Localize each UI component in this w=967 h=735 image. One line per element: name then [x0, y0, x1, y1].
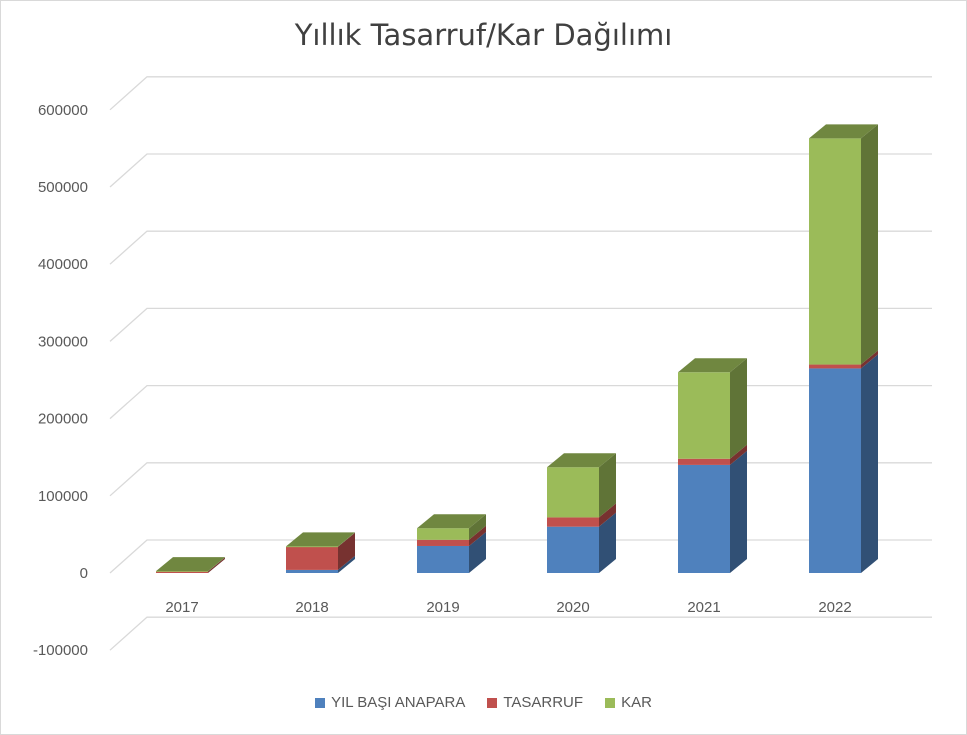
bar-top-2019 [417, 514, 486, 529]
bar-2019-0 [417, 545, 469, 573]
bar-2021-0 [678, 464, 730, 573]
x-tick-label: 2018 [295, 599, 328, 616]
y-tick-label: 600000 [38, 102, 88, 119]
bar-2020-1 [547, 517, 599, 527]
bar-side-2020-0 [599, 512, 616, 573]
bar-top-2017 [156, 557, 225, 572]
x-tick-label: 2017 [165, 599, 198, 616]
gridline [109, 462, 932, 497]
bar-2020-2 [547, 467, 599, 518]
bar-2022-1 [809, 364, 861, 369]
gridline [109, 384, 932, 420]
bar-side-2019-2 [469, 514, 486, 540]
bar-side-2021-1 [730, 444, 747, 465]
y-tick-label: 300000 [38, 333, 88, 350]
bar-side-2019-1 [469, 525, 486, 546]
gridline [109, 230, 932, 265]
bar-side-2022-2 [861, 124, 878, 365]
legend-swatch [605, 697, 616, 708]
legend-label: YIL BAŞI ANAPARA [331, 694, 466, 711]
bar-top-2018 [286, 532, 355, 547]
gridline [109, 76, 932, 111]
bar-top-2020 [547, 453, 616, 468]
bar-2017-2 [156, 571, 208, 572]
bar-top-2022 [809, 124, 878, 139]
legend-label: TASARRUF [503, 694, 584, 711]
x-tick-label: 2021 [687, 599, 720, 616]
bar-2018-1 [286, 546, 338, 570]
bar-side-2022-0 [861, 354, 878, 573]
bar-2019-2 [417, 528, 469, 540]
chart-legend: YIL BAŞI ANAPARA TASARRUF KAR [0, 694, 967, 711]
y-tick-label: 500000 [38, 179, 88, 196]
x-tick-label: 2019 [426, 599, 459, 616]
bar-2017-1 [156, 571, 208, 573]
legend-swatch [487, 697, 498, 708]
bar-side-2021-0 [730, 450, 747, 573]
bar-2019-1 [417, 539, 469, 546]
bar-side-2020-1 [599, 503, 616, 527]
y-tick-label: 400000 [38, 256, 88, 273]
bar-2018-2 [286, 546, 338, 548]
bar-2022-0 [809, 368, 861, 573]
x-tick-label: 2022 [818, 599, 851, 616]
bar-2022-2 [809, 138, 861, 365]
bar-2020-0 [547, 526, 599, 573]
legend-item: KAR [605, 694, 652, 711]
bar-side-2022-1 [861, 350, 878, 369]
bar-side-2017-1 [208, 557, 225, 573]
gridline [109, 616, 932, 651]
bar-side-2021-2 [730, 358, 747, 459]
bar-side-2019-0 [469, 531, 486, 573]
bar-side-2018-1 [338, 532, 355, 570]
legend-swatch [315, 697, 326, 708]
chart-title: Yıllık Tasarruf/Kar Dağılımı [294, 18, 673, 52]
bar-2018-0 [286, 569, 338, 573]
y-tick-label: 100000 [38, 488, 88, 505]
legend-item: YIL BAŞI ANAPARA [315, 694, 465, 711]
bar-side-2018-2 [338, 532, 355, 547]
bar-side-2018-0 [338, 555, 355, 573]
bar-top-2021 [678, 358, 747, 373]
y-tick-label: -100000 [33, 642, 88, 659]
gridline [109, 307, 932, 342]
gridline [109, 539, 932, 574]
bar-side-2020-2 [599, 453, 616, 518]
gridline [109, 153, 932, 188]
bar-2021-1 [678, 458, 730, 465]
x-tick-label: 2020 [556, 599, 589, 616]
legend-item: TASARRUF [487, 694, 583, 711]
bar-side-2017-2 [208, 557, 225, 572]
bar-2021-2 [678, 372, 730, 459]
y-tick-label: 0 [80, 565, 88, 582]
y-tick-label: 200000 [38, 411, 88, 428]
legend-label: KAR [621, 694, 652, 711]
